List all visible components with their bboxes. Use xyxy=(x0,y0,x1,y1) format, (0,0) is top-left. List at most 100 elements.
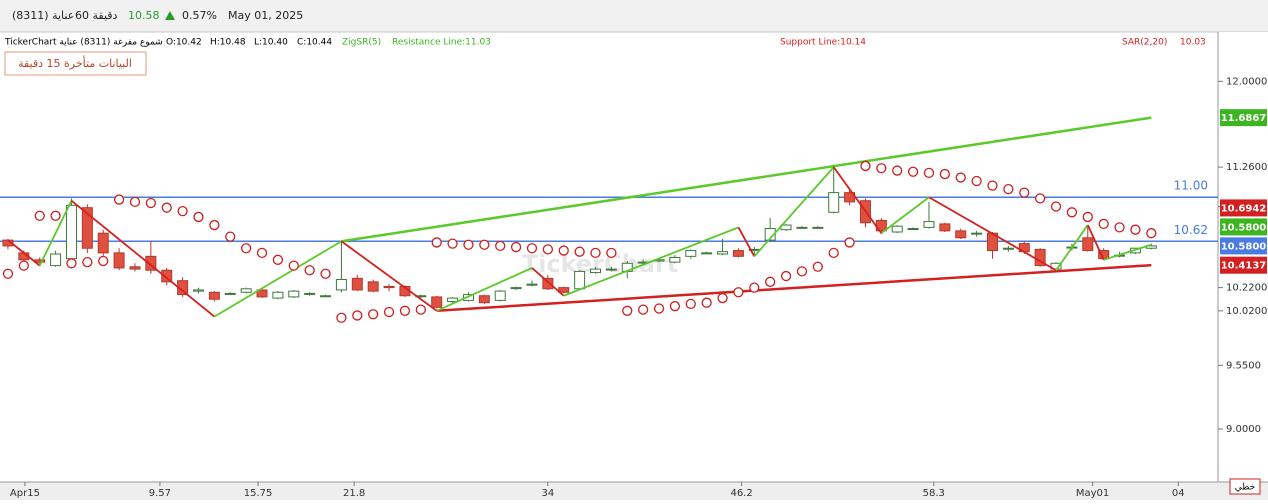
candle-body xyxy=(478,295,490,304)
sar-dot xyxy=(18,260,29,271)
candle-body xyxy=(208,291,220,300)
candle-body xyxy=(923,221,935,228)
candle-body xyxy=(50,253,62,267)
sar-dot xyxy=(272,254,284,265)
change: 0.57% xyxy=(182,9,217,22)
candle-body xyxy=(494,290,506,301)
candle-body xyxy=(1002,247,1014,250)
zigzag-segment xyxy=(928,196,1057,272)
price-marker-label: 10.4137 xyxy=(1221,261,1267,272)
zigzag-segment xyxy=(1103,243,1152,261)
sar-dot xyxy=(256,247,268,259)
candle-body xyxy=(129,266,141,270)
sar-dot xyxy=(637,304,649,315)
candle-body xyxy=(272,291,284,299)
candle-body xyxy=(605,268,617,271)
sar-dot xyxy=(1114,222,1125,233)
zigzag-segment xyxy=(1055,224,1089,271)
candle-body xyxy=(224,292,236,295)
scale-mode-box[interactable] xyxy=(1229,478,1261,495)
sar-dot xyxy=(606,247,617,259)
y-tick-label: 12.0000 xyxy=(1226,76,1267,87)
info-open: O:10.42 xyxy=(166,38,202,48)
price-marker-label: 10.6942 xyxy=(1221,203,1267,214)
sar-dot xyxy=(399,305,411,316)
x-axis-area xyxy=(0,482,1268,500)
sar-dot xyxy=(336,312,347,323)
sar-dot xyxy=(923,167,935,179)
y-tick-label: 9.5500 xyxy=(1226,360,1261,371)
candle-body xyxy=(717,251,729,255)
trend-line xyxy=(436,263,1152,313)
x-tick-label: 15.75 xyxy=(244,488,273,499)
zigzag-segment xyxy=(436,267,533,312)
zigzag-segment xyxy=(70,200,215,318)
candle-body xyxy=(764,228,776,241)
candle-body xyxy=(574,270,586,290)
sar-dot xyxy=(145,197,157,209)
candle-body xyxy=(113,252,125,269)
sar-dot xyxy=(98,255,109,267)
sar-dot xyxy=(2,268,14,279)
candle-body xyxy=(351,277,363,291)
sar-dot xyxy=(669,301,681,312)
x-tick-label: 34 xyxy=(541,488,554,499)
candle-body xyxy=(542,277,554,290)
sar-dot xyxy=(113,194,125,205)
price-marker xyxy=(1220,109,1267,127)
sar-dot xyxy=(653,303,665,314)
sar-dot xyxy=(780,270,792,282)
candle-body xyxy=(256,289,268,298)
notice: البيانات متأخرة 15 دقيقة xyxy=(18,55,132,70)
y-tick-label: 10.2200 xyxy=(1226,283,1267,294)
candle-body xyxy=(558,287,570,293)
zigzag-segment xyxy=(531,267,565,297)
candle-body xyxy=(796,226,808,229)
symbol: عناية (8311) xyxy=(12,9,74,22)
candle-body xyxy=(383,285,395,289)
price-marker-label: 10.5800 xyxy=(1221,241,1267,252)
sar-dot xyxy=(907,166,919,177)
zigzag-segment xyxy=(753,166,835,257)
price-marker-label: 11.6867 xyxy=(1221,113,1267,124)
candle-body xyxy=(1082,237,1094,252)
sar-dot xyxy=(320,268,331,279)
candle-body xyxy=(97,232,109,254)
info-sar-value: 10.03 xyxy=(1180,38,1206,48)
sar-dot xyxy=(383,306,395,318)
sar-dot xyxy=(844,237,855,248)
sar-dot xyxy=(352,310,363,321)
sar-dot xyxy=(1050,201,1062,212)
sar-dot xyxy=(1098,218,1109,230)
sar-dot xyxy=(1019,187,1030,198)
sar-dot xyxy=(812,261,823,272)
candle-body xyxy=(891,225,903,233)
price-marker xyxy=(1220,256,1267,274)
candle-body xyxy=(320,295,332,298)
candle-body xyxy=(732,250,744,257)
sar-dot xyxy=(431,237,442,248)
sar-dot xyxy=(304,265,315,276)
candle-body xyxy=(65,204,77,260)
sar-dot xyxy=(765,276,776,287)
sar-dot xyxy=(177,205,188,217)
candle-body xyxy=(955,230,967,239)
info-sar: SAR(2,20) xyxy=(1122,38,1167,48)
sar-dot xyxy=(892,165,903,176)
candle-body xyxy=(701,252,713,255)
sar-dot xyxy=(161,202,172,213)
info-resistance: Resistance Line:11.03 xyxy=(392,38,491,48)
sar-dot xyxy=(479,239,490,250)
sar-dot xyxy=(860,160,871,172)
sar-dot xyxy=(1003,183,1014,195)
y-tick-label: 11.2600 xyxy=(1226,162,1267,173)
date: May 01, 2025 xyxy=(228,9,303,22)
scale-mode[interactable]: خطي xyxy=(1235,483,1255,493)
trend-line xyxy=(341,116,1152,243)
sar-dot xyxy=(526,243,538,254)
sar-dot xyxy=(542,244,554,255)
candle-body xyxy=(939,223,951,232)
